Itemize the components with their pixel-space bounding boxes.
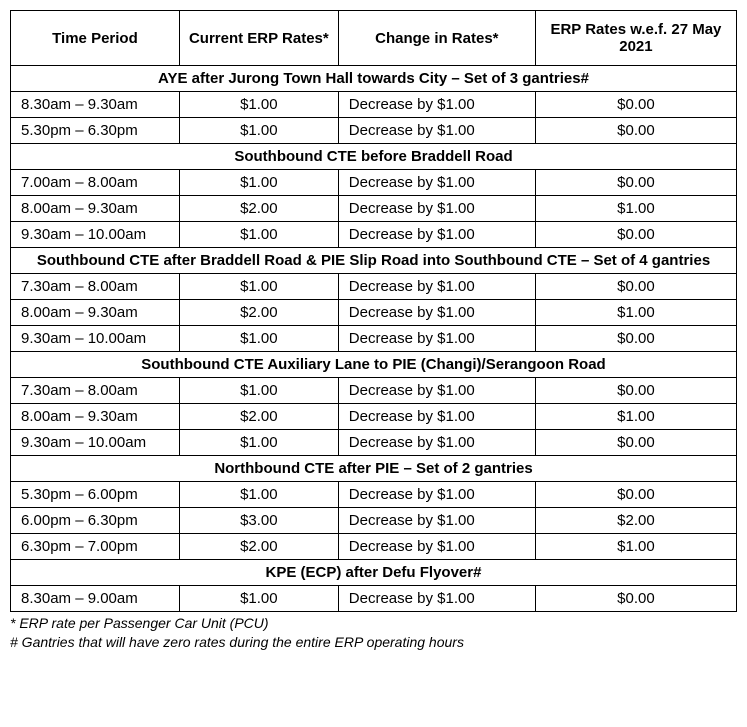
cell-current: $1.00 [179, 482, 338, 508]
cell-current: $3.00 [179, 508, 338, 534]
table-header-row: Time Period Current ERP Rates* Change in… [11, 11, 737, 66]
cell-time: 8.30am – 9.30am [11, 92, 180, 118]
section-header-row: Southbound CTE before Braddell Road [11, 144, 737, 170]
cell-current: $1.00 [179, 378, 338, 404]
table-row: 8.30am – 9.00am$1.00Decrease by $1.00$0.… [11, 586, 737, 612]
cell-time: 5.30pm – 6.00pm [11, 482, 180, 508]
cell-new: $1.00 [535, 300, 736, 326]
cell-change: Decrease by $1.00 [338, 482, 535, 508]
cell-current: $1.00 [179, 170, 338, 196]
section-title: Southbound CTE after Braddell Road & PIE… [11, 248, 737, 274]
table-row: 7.30am – 8.00am$1.00Decrease by $1.00$0.… [11, 274, 737, 300]
cell-change: Decrease by $1.00 [338, 586, 535, 612]
cell-current: $1.00 [179, 430, 338, 456]
cell-change: Decrease by $1.00 [338, 534, 535, 560]
cell-current: $1.00 [179, 326, 338, 352]
cell-change: Decrease by $1.00 [338, 118, 535, 144]
section-title: AYE after Jurong Town Hall towards City … [11, 66, 737, 92]
cell-time: 9.30am – 10.00am [11, 326, 180, 352]
cell-time: 6.30pm – 7.00pm [11, 534, 180, 560]
header-new: ERP Rates w.e.f. 27 May 2021 [535, 11, 736, 66]
table-row: 8.00am – 9.30am$2.00Decrease by $1.00$1.… [11, 300, 737, 326]
section-title: KPE (ECP) after Defu Flyover# [11, 560, 737, 586]
section-header-row: Northbound CTE after PIE – Set of 2 gant… [11, 456, 737, 482]
cell-time: 7.30am – 8.00am [11, 274, 180, 300]
cell-new: $1.00 [535, 196, 736, 222]
cell-change: Decrease by $1.00 [338, 404, 535, 430]
header-time: Time Period [11, 11, 180, 66]
cell-current: $1.00 [179, 118, 338, 144]
cell-new: $0.00 [535, 92, 736, 118]
cell-current: $2.00 [179, 300, 338, 326]
cell-new: $1.00 [535, 534, 736, 560]
cell-current: $1.00 [179, 222, 338, 248]
cell-time: 8.00am – 9.30am [11, 196, 180, 222]
table-row: 8.00am – 9.30am$2.00Decrease by $1.00$1.… [11, 404, 737, 430]
cell-new: $0.00 [535, 222, 736, 248]
cell-change: Decrease by $1.00 [338, 92, 535, 118]
cell-new: $0.00 [535, 170, 736, 196]
cell-new: $0.00 [535, 586, 736, 612]
cell-change: Decrease by $1.00 [338, 170, 535, 196]
table-row: 8.30am – 9.30am$1.00Decrease by $1.00$0.… [11, 92, 737, 118]
table-row: 6.30pm – 7.00pm$2.00Decrease by $1.00$1.… [11, 534, 737, 560]
section-header-row: Southbound CTE Auxiliary Lane to PIE (Ch… [11, 352, 737, 378]
cell-change: Decrease by $1.00 [338, 222, 535, 248]
header-change: Change in Rates* [338, 11, 535, 66]
header-current: Current ERP Rates* [179, 11, 338, 66]
cell-change: Decrease by $1.00 [338, 508, 535, 534]
section-title: Northbound CTE after PIE – Set of 2 gant… [11, 456, 737, 482]
cell-change: Decrease by $1.00 [338, 196, 535, 222]
table-row: 9.30am – 10.00am$1.00Decrease by $1.00$0… [11, 430, 737, 456]
section-title: Southbound CTE before Braddell Road [11, 144, 737, 170]
table-row: 6.00pm – 6.30pm$3.00Decrease by $1.00$2.… [11, 508, 737, 534]
cell-current: $1.00 [179, 586, 338, 612]
cell-new: $0.00 [535, 482, 736, 508]
footnote-line: * ERP rate per Passenger Car Unit (PCU) [10, 614, 737, 633]
cell-current: $2.00 [179, 404, 338, 430]
table-row: 8.00am – 9.30am$2.00Decrease by $1.00$1.… [11, 196, 737, 222]
cell-new: $0.00 [535, 118, 736, 144]
cell-current: $1.00 [179, 92, 338, 118]
cell-change: Decrease by $1.00 [338, 274, 535, 300]
footnotes: * ERP rate per Passenger Car Unit (PCU) … [10, 614, 737, 652]
cell-time: 6.00pm – 6.30pm [11, 508, 180, 534]
cell-current: $1.00 [179, 274, 338, 300]
cell-time: 7.00am – 8.00am [11, 170, 180, 196]
section-header-row: AYE after Jurong Town Hall towards City … [11, 66, 737, 92]
table-row: 9.30am – 10.00am$1.00Decrease by $1.00$0… [11, 222, 737, 248]
cell-change: Decrease by $1.00 [338, 378, 535, 404]
cell-time: 7.30am – 8.00am [11, 378, 180, 404]
cell-change: Decrease by $1.00 [338, 300, 535, 326]
table-row: 5.30pm – 6.30pm$1.00Decrease by $1.00$0.… [11, 118, 737, 144]
cell-new: $0.00 [535, 378, 736, 404]
cell-current: $2.00 [179, 534, 338, 560]
cell-time: 8.00am – 9.30am [11, 300, 180, 326]
cell-new: $0.00 [535, 326, 736, 352]
cell-time: 8.30am – 9.00am [11, 586, 180, 612]
table-row: 5.30pm – 6.00pm$1.00Decrease by $1.00$0.… [11, 482, 737, 508]
cell-new: $0.00 [535, 274, 736, 300]
table-row: 9.30am – 10.00am$1.00Decrease by $1.00$0… [11, 326, 737, 352]
section-title: Southbound CTE Auxiliary Lane to PIE (Ch… [11, 352, 737, 378]
footnote-line: # Gantries that will have zero rates dur… [10, 633, 737, 652]
cell-time: 5.30pm – 6.30pm [11, 118, 180, 144]
table-row: 7.30am – 8.00am$1.00Decrease by $1.00$0.… [11, 378, 737, 404]
section-header-row: Southbound CTE after Braddell Road & PIE… [11, 248, 737, 274]
cell-change: Decrease by $1.00 [338, 430, 535, 456]
cell-time: 9.30am – 10.00am [11, 430, 180, 456]
cell-current: $2.00 [179, 196, 338, 222]
table-row: 7.00am – 8.00am$1.00Decrease by $1.00$0.… [11, 170, 737, 196]
cell-time: 9.30am – 10.00am [11, 222, 180, 248]
cell-change: Decrease by $1.00 [338, 326, 535, 352]
cell-time: 8.00am – 9.30am [11, 404, 180, 430]
section-header-row: KPE (ECP) after Defu Flyover# [11, 560, 737, 586]
cell-new: $0.00 [535, 430, 736, 456]
cell-new: $1.00 [535, 404, 736, 430]
erp-rates-table: Time Period Current ERP Rates* Change in… [10, 10, 737, 612]
cell-new: $2.00 [535, 508, 736, 534]
